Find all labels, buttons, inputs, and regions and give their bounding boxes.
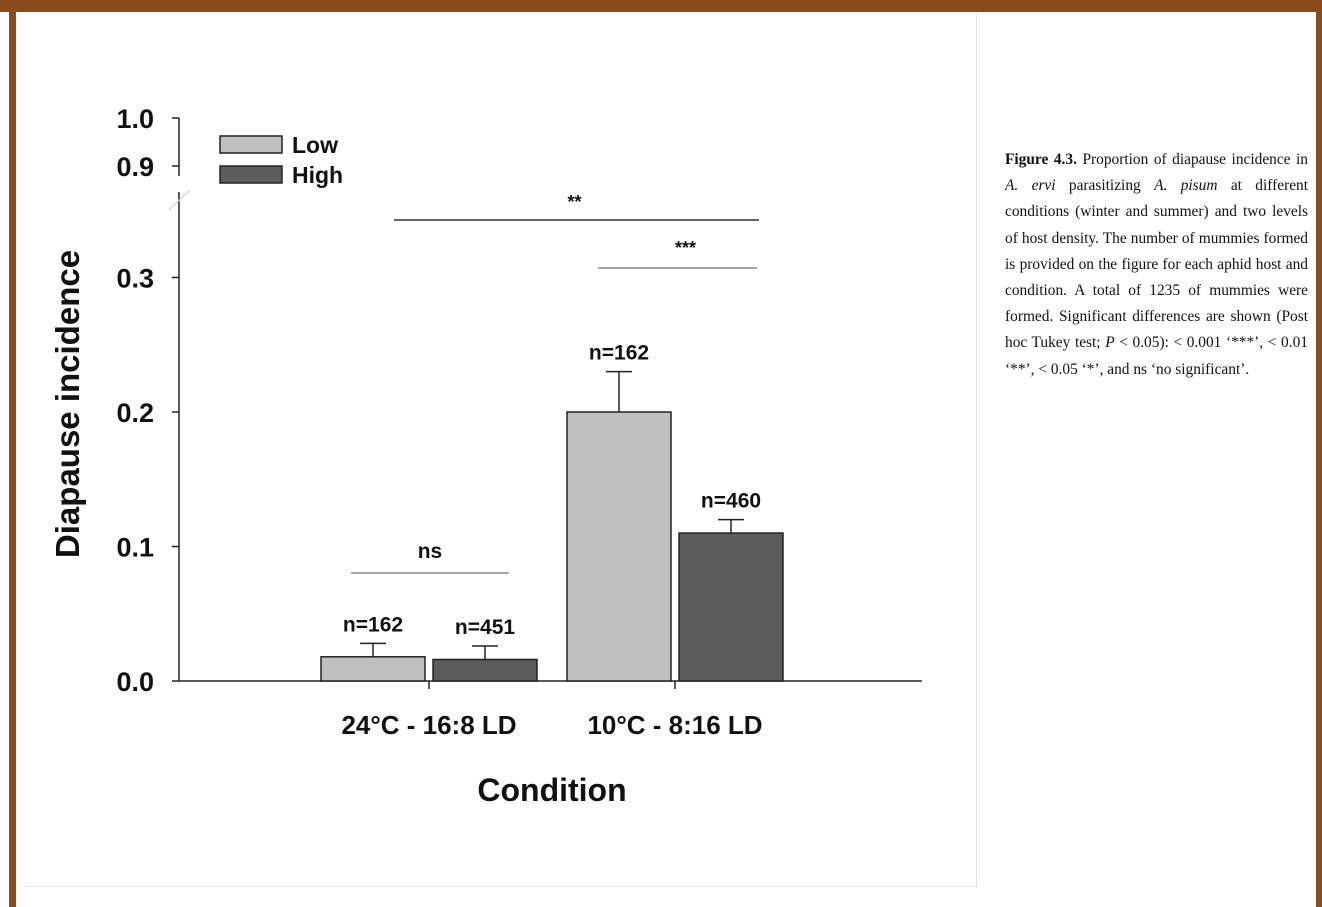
bar-low-0 [320, 656, 426, 682]
x-tick-label: 10°C - 8:16 LD [587, 710, 762, 740]
legend-label-low: Low [292, 132, 338, 158]
legend-swatch-low [219, 135, 283, 154]
y-tick-label: 0.1 [116, 533, 154, 563]
y-tick-label: 1.0 [116, 104, 154, 134]
y-tick-label: 0.9 [116, 152, 154, 182]
figure-caption: Figure 4.3. Proportion of diapause incid… [1005, 147, 1308, 383]
bar-high-1 [678, 532, 784, 682]
bar-high-0 [432, 658, 538, 682]
frame-right-border [1316, 12, 1322, 907]
frame-left-border [9, 12, 16, 907]
figure-label: Figure 4.3. [1005, 151, 1077, 168]
caption-text-1: Proportion of diapause incidence in [1076, 151, 1308, 168]
significance-label: ** [567, 192, 581, 212]
caption-text-3: at different conditions (winter and summ… [1005, 177, 1308, 352]
caption-species-2: A. pisum [1154, 177, 1218, 195]
chart-panel: 0.0 0.1 0.2 0.3 0.9 1.0 Diapause incidence n=16… [24, 14, 977, 887]
x-axis-title: Condition [477, 772, 626, 808]
axis-break-mark [168, 189, 191, 211]
caption-text-2: parasitizing [1055, 177, 1155, 195]
significance-label: ns [418, 540, 443, 563]
legend-swatch-high [219, 165, 283, 184]
caption-species-1: A. ervi [1005, 177, 1056, 195]
caption-p-symbol: P [1105, 334, 1115, 352]
y-axis-title: Diapause incidence [49, 250, 86, 558]
n-label: n=460 [701, 490, 761, 513]
y-tick-label: 0.0 [116, 667, 154, 697]
legend-label-high: High [292, 162, 343, 188]
frame-top-border [0, 0, 1322, 12]
n-label: n=162 [589, 342, 649, 365]
bar-chart: 0.0 0.1 0.2 0.3 0.9 1.0 Diapause incidence n=16… [49, 104, 922, 808]
y-tick-label: 0.2 [116, 398, 154, 428]
bar-low-1 [566, 411, 672, 682]
n-label: n=451 [455, 616, 515, 639]
significance-label: *** [675, 238, 696, 258]
x-tick-label: 24°C - 16:8 LD [341, 710, 516, 740]
n-label: n=162 [343, 613, 403, 636]
y-tick-label: 0.3 [116, 264, 154, 294]
caption-text-4: < 0.05): < 0.001 ‘***’, < 0.01 ‘**’, < 0… [1005, 334, 1308, 378]
